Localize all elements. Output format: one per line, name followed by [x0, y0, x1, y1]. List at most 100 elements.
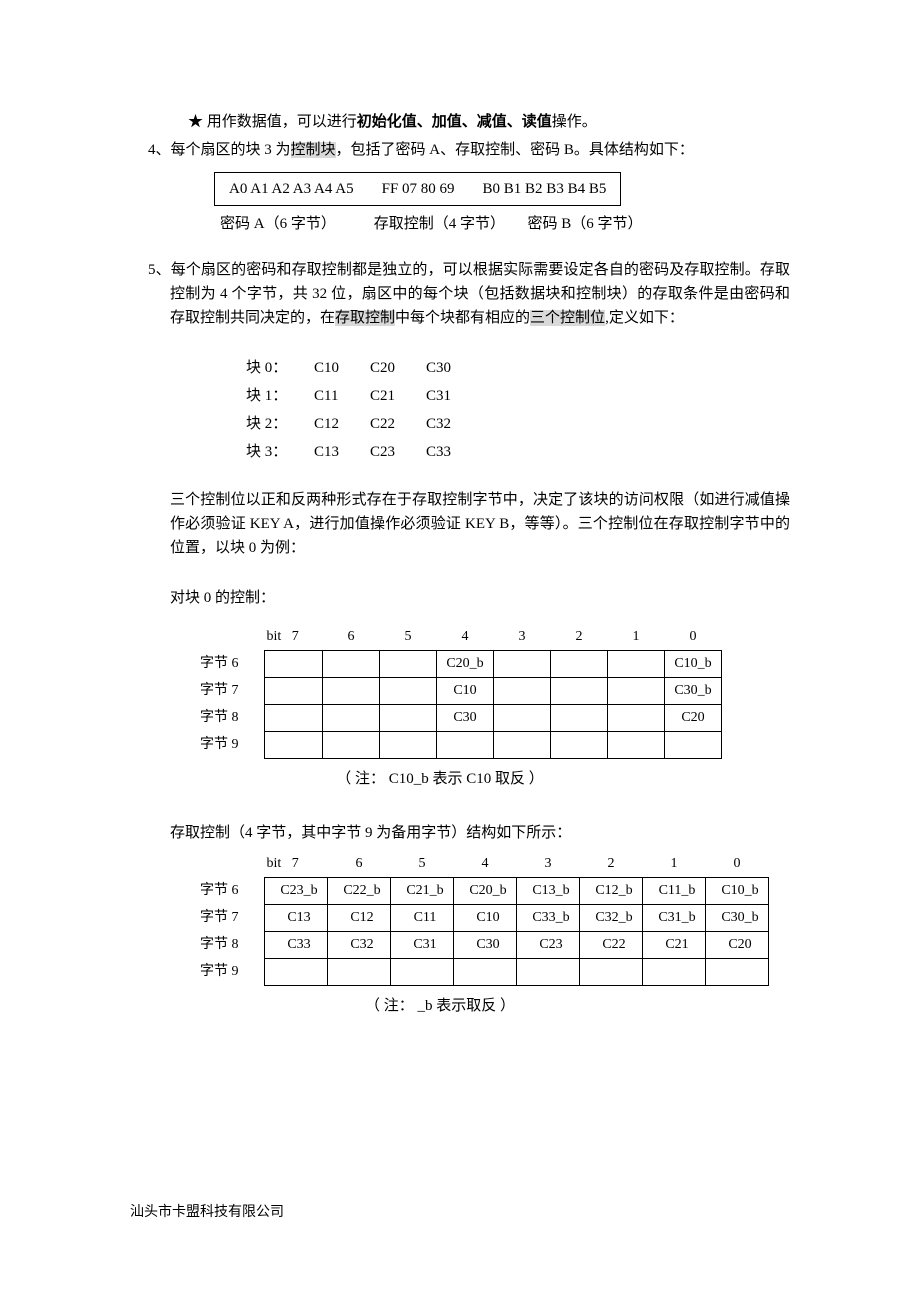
box-keyA: A0 A1 A2 A3 A4 A5 — [215, 173, 368, 206]
ctrl-cell: C20 — [665, 705, 722, 732]
ctrl-cell — [323, 705, 380, 732]
bits-row-label: 块 3： — [246, 438, 314, 466]
bit-header: 2 — [551, 624, 608, 651]
ctrl-row: 字节 6C23_bC22_bC21_bC20_bC13_bC12_bC11_bC… — [200, 878, 769, 905]
ctrl0-note: （ 注： C10_b 表示 C10 取反 ） — [200, 767, 680, 791]
bit-header: 4 — [454, 851, 517, 878]
item4-a: 4、每个扇区的块 3 为 — [148, 142, 291, 158]
ctrl-row: 字节 9 — [200, 732, 722, 759]
bits-c2: C23 — [370, 438, 426, 466]
bullet-star-line: ★ 用作数据值，可以进行初始化值、加值、减值、读值操作。 — [130, 110, 790, 134]
ctrl-row-label: 字节 6 — [200, 878, 265, 905]
ctrl-row: 字节 7C10C30_b — [200, 678, 722, 705]
bits-c1: C10 — [314, 354, 370, 382]
ctrl-row-label: 字节 9 — [200, 959, 265, 986]
bits-row-label: 块 0： — [246, 354, 314, 382]
label-access: 存取控制（4 字节） — [374, 212, 524, 236]
footer-company: 汕头市卡盟科技有限公司 — [130, 1202, 284, 1224]
ctrl-cell — [380, 678, 437, 705]
three-bits-para: 三个控制位以正和反两种形式存在于存取控制字节中，决定了该块的访问权限（如进行减值… — [130, 488, 790, 560]
bits-row: 块 3：C13C23C33 — [246, 438, 482, 466]
bits-row: 块 0：C10C20C30 — [246, 354, 482, 382]
ctrl-cell: C33_b — [517, 905, 580, 932]
ctrl-cell: C10_b — [665, 651, 722, 678]
item-4: 4、每个扇区的块 3 为控制块，包括了密码 A、存取控制、密码 B。具体结构如下… — [130, 138, 790, 162]
ctrl-cell — [323, 651, 380, 678]
ctrl-cell — [608, 678, 665, 705]
bit-header: 4 — [437, 624, 494, 651]
ctrl-row: 字节 8C30C20 — [200, 705, 722, 732]
bits-c2: C22 — [370, 410, 426, 438]
ctrl-cell: C10_b — [706, 878, 769, 905]
ctrl-cell — [551, 651, 608, 678]
ctrl-cell — [608, 651, 665, 678]
label-keyA: 密码 A（6 字节） — [220, 212, 370, 236]
ctrl-cell — [265, 732, 323, 759]
ctrl-row: 字节 8C33C32C31C30C23C22C21C20 — [200, 932, 769, 959]
ctrl-cell — [494, 732, 551, 759]
ctrl-cell — [580, 959, 643, 986]
ctrl-cell — [323, 732, 380, 759]
ctrl-cell: C30 — [437, 705, 494, 732]
ctrl1-note: （ 注： _b 表示取反 ） — [200, 994, 680, 1018]
ctrl1-table: bit 76543210 字节 6C23_bC22_bC21_bC20_bC13… — [200, 851, 769, 986]
ctrl1-table-wrap: bit 76543210 字节 6C23_bC22_bC21_bC20_bC13… — [130, 851, 790, 1018]
ctrl-row-label: 字节 6 — [200, 651, 265, 678]
bit-header: 3 — [494, 624, 551, 651]
page: ★ 用作数据值，可以进行初始化值、加值、减值、读值操作。 4、每个扇区的块 3 … — [0, 0, 920, 1302]
ctrl-cell: C22_b — [328, 878, 391, 905]
ctrl1-title: 存取控制（4 字节，其中字节 9 为备用字节）结构如下所示： — [130, 821, 790, 845]
box-access: FF 07 80 69 — [368, 173, 469, 206]
ctrl-cell: C20_b — [454, 878, 517, 905]
item5-b: 中每个块都有相应的 — [395, 310, 530, 326]
bits-row: 块 2：C12C22C32 — [246, 410, 482, 438]
ctrl-cell — [437, 732, 494, 759]
ctrl-row-label: 字节 7 — [200, 678, 265, 705]
ctrl-cell — [643, 959, 706, 986]
star-bold: 初始化值、加值、减值、读值 — [357, 114, 552, 130]
box-keyB: B0 B1 B2 B3 B4 B5 — [469, 173, 621, 206]
bits-c3: C30 — [426, 354, 482, 382]
control-bits-table: 块 0：C10C20C30块 1：C11C21C31块 2：C12C22C32块… — [246, 354, 482, 466]
bit-header: 3 — [517, 851, 580, 878]
ctrl-cell: C21_b — [391, 878, 454, 905]
bits-c3: C33 — [426, 438, 482, 466]
ctrl-row: 字节 6C20_bC10_b — [200, 651, 722, 678]
ctrl0-title: 对块 0 的控制： — [130, 586, 790, 610]
bits-row-label: 块 2： — [246, 410, 314, 438]
ctrl-cell: C23_b — [265, 878, 328, 905]
star-tail: 操作。 — [552, 114, 597, 130]
bit-header: 6 — [328, 851, 391, 878]
bits-row-label: 块 1： — [246, 382, 314, 410]
ctrl-cell — [380, 732, 437, 759]
control-block-box: A0 A1 A2 A3 A4 A5 FF 07 80 69 B0 B1 B2 B… — [214, 172, 621, 206]
item4-highlight: 控制块 — [291, 142, 336, 158]
bit-header: bit 7 — [265, 851, 328, 878]
bit-header: 0 — [665, 624, 722, 651]
ctrl-cell — [265, 651, 323, 678]
ctrl-cell: C33 — [265, 932, 328, 959]
bits-c2: C21 — [370, 382, 426, 410]
ctrl-cell — [380, 705, 437, 732]
ctrl-row-label: 字节 9 — [200, 732, 265, 759]
ctrl-cell: C12 — [328, 905, 391, 932]
bits-c1: C13 — [314, 438, 370, 466]
ctrl-cell — [551, 705, 608, 732]
ctrl-cell — [494, 705, 551, 732]
box-labels: 密码 A（6 字节） 存取控制（4 字节） 密码 B（6 字节） — [220, 212, 790, 236]
ctrl-cell — [551, 678, 608, 705]
ctrl-cell: C12_b — [580, 878, 643, 905]
bit-header: 2 — [580, 851, 643, 878]
bit-header: 1 — [643, 851, 706, 878]
bit-header: 5 — [391, 851, 454, 878]
ctrl-cell — [494, 651, 551, 678]
ctrl-cell: C11_b — [643, 878, 706, 905]
ctrl-cell — [494, 678, 551, 705]
bit-header: 1 — [608, 624, 665, 651]
ctrl-row-label: 字节 8 — [200, 932, 265, 959]
ctrl-cell: C30_b — [665, 678, 722, 705]
ctrl-cell — [665, 732, 722, 759]
item5-hl1: 存取控制 — [335, 310, 395, 326]
ctrl-cell — [380, 651, 437, 678]
ctrl-cell: C13_b — [517, 878, 580, 905]
